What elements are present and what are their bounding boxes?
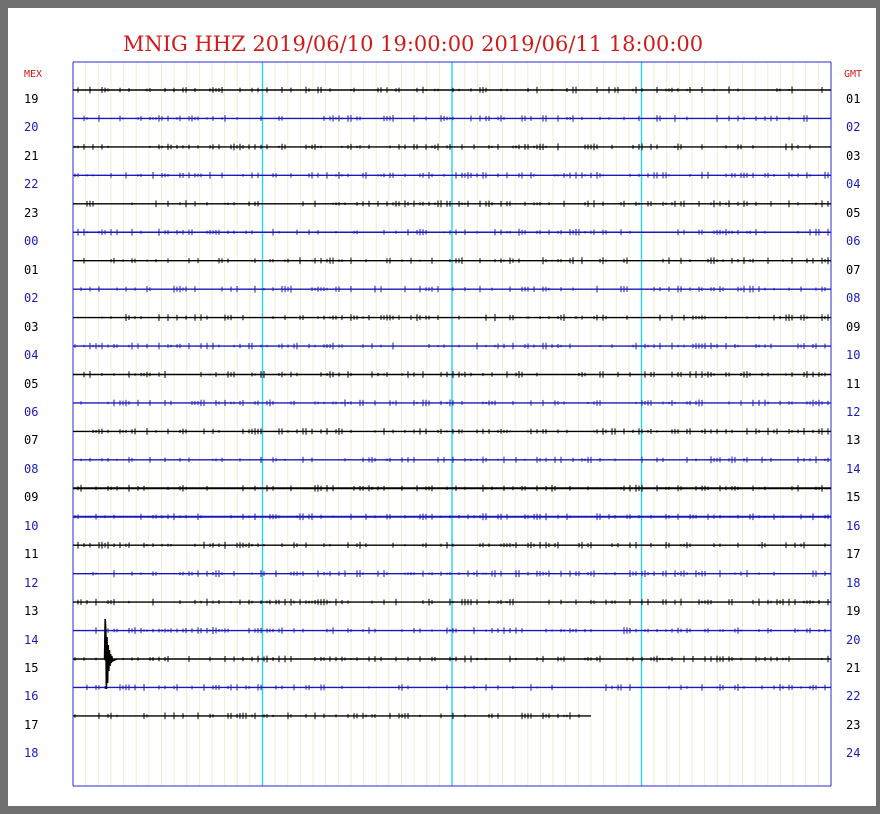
- right-hour-label: 05: [846, 205, 861, 220]
- seismogram-frame: MNIG HHZ 2019/06/10 19:00:00 2019/06/11 …: [8, 8, 876, 806]
- right-hour-label: 13: [846, 433, 861, 448]
- trace-noise: [74, 171, 829, 179]
- trace-noise: [77, 228, 829, 236]
- left-hour-label: 18: [24, 746, 39, 761]
- trace-noise: [83, 371, 826, 378]
- left-hour-label: 03: [24, 319, 39, 334]
- right-hour-label: 18: [846, 575, 861, 590]
- trace-noise: [77, 598, 829, 606]
- left-hour-label: 12: [24, 575, 39, 590]
- right-hour-label: 03: [846, 148, 861, 163]
- trace-noise: [95, 627, 826, 634]
- left-hour-label: 10: [24, 518, 39, 533]
- right-hour-label: 23: [846, 717, 861, 732]
- right-hour-label: 21: [846, 661, 861, 675]
- trace-noise: [83, 257, 829, 265]
- left-hour-label: 21: [24, 148, 39, 163]
- trace-noise: [86, 684, 826, 691]
- trace-noise: [74, 513, 829, 521]
- left-hour-label: 02: [24, 291, 39, 306]
- left-hour-label: 15: [24, 661, 39, 675]
- trace-noise: [80, 399, 829, 407]
- right-hour-label: 20: [846, 632, 861, 647]
- left-hour-label: 05: [24, 376, 39, 391]
- trace-noise: [74, 342, 826, 350]
- right-hour-label: 06: [846, 234, 861, 249]
- chart-title: MNIG HHZ 2019/06/10 19:00:00 2019/06/11 …: [122, 32, 704, 56]
- trace-noise: [92, 427, 829, 435]
- right-hour-label: 08: [846, 291, 861, 306]
- right-hour-label: 15: [846, 490, 861, 505]
- trace-noise: [74, 655, 829, 663]
- trace-noise: [101, 314, 829, 322]
- right-hour-label: 22: [846, 689, 861, 704]
- left-hour-label: 22: [24, 177, 39, 192]
- right-hour-label: 10: [846, 348, 861, 363]
- right-hour-label: 14: [846, 461, 861, 476]
- left-hour-label: 07: [24, 433, 39, 448]
- left-axis-header: MEX: [24, 69, 43, 80]
- right-hour-label: 12: [846, 404, 861, 419]
- left-hour-label: 16: [24, 689, 39, 704]
- left-hour-label: 19: [24, 92, 39, 106]
- left-hour-label: 20: [24, 120, 39, 135]
- trace-noise: [80, 285, 826, 293]
- right-hour-label: 11: [846, 376, 861, 391]
- left-hour-label: 17: [24, 717, 39, 732]
- trace-noise: [92, 570, 826, 578]
- trace-noise: [77, 541, 826, 549]
- left-hour-label: 09: [24, 490, 39, 505]
- trace-noise: [80, 456, 829, 464]
- right-hour-label: 24: [846, 746, 861, 761]
- left-hour-label: 01: [24, 262, 39, 277]
- right-hour-label: 19: [846, 604, 861, 619]
- left-hour-label: 06: [24, 404, 39, 419]
- trace-noise: [83, 115, 808, 122]
- left-hour-label: 14: [24, 632, 39, 647]
- left-hour-label: 08: [24, 461, 39, 476]
- left-hour-label: 13: [24, 604, 39, 619]
- right-hour-label: 04: [846, 177, 861, 192]
- left-hour-label: 23: [24, 205, 39, 220]
- right-hour-label: 17: [846, 547, 861, 562]
- right-hour-label: 07: [846, 262, 861, 277]
- right-axis-header: GMT: [844, 69, 863, 80]
- left-hour-label: 04: [24, 348, 39, 363]
- trace-noise: [74, 143, 811, 151]
- trace-noise: [77, 484, 823, 492]
- trace-noise: [77, 86, 823, 94]
- left-hour-label: 00: [24, 234, 39, 249]
- right-hour-label: 16: [846, 518, 861, 533]
- right-hour-label: 01: [846, 92, 861, 106]
- left-hour-label: 11: [24, 547, 39, 562]
- trace-noise: [74, 712, 580, 720]
- earthquake-signal: [103, 618, 117, 690]
- right-hour-label: 09: [846, 319, 861, 334]
- right-hour-label: 02: [846, 120, 861, 135]
- trace-noise: [86, 200, 829, 208]
